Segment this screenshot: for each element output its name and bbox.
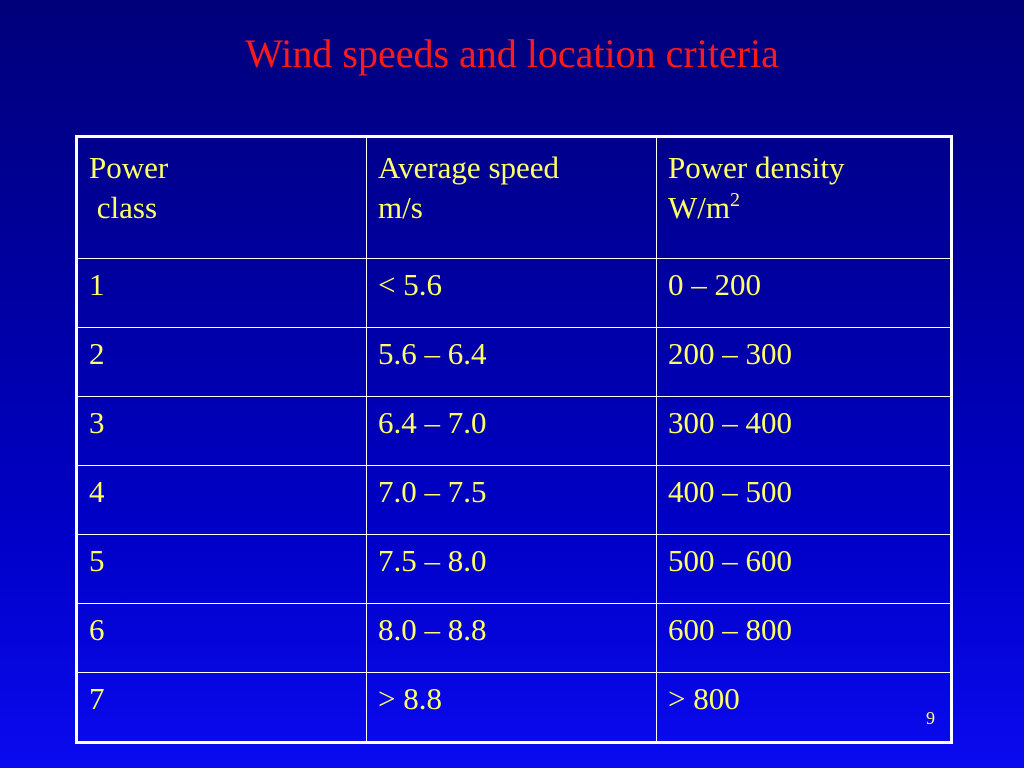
table-header-row: Power class Average speed m/s Power dens… [76,136,952,259]
table-row: 3 6.4 – 7.0 300 – 400 [76,396,952,466]
header-line: Average speed [378,150,560,185]
table-cell: 600 – 800 [656,603,952,673]
table-cell: 7 [76,672,367,743]
table-cell: 6.4 – 7.0 [366,396,657,466]
page-number: 9 [926,708,935,728]
table-cell: 300 – 400 [656,396,952,466]
table-cell: 7.0 – 7.5 [366,465,657,535]
header-average-speed: Average speed m/s [366,136,657,259]
table-cell: > 800 [656,672,952,743]
header-line: Power [89,150,169,185]
header-power-density: Power density W/m2 [656,136,952,259]
wind-class-table: Power class Average speed m/s Power dens… [75,135,953,744]
table-cell: 6 [76,603,367,673]
table-cell: 200 – 300 [656,327,952,397]
header-line: m/s [378,190,423,225]
table-cell: 8.0 – 8.8 [366,603,657,673]
table-row: 4 7.0 – 7.5 400 – 500 [76,465,952,535]
table-cell: 2 [76,327,367,397]
table-row: 2 5.6 – 6.4 200 – 300 [76,327,952,397]
header-line: Power density [668,150,845,185]
header-line: W/m2 [668,188,939,228]
table-row: 5 7.5 – 8.0 500 – 600 [76,534,952,604]
table-cell: 1 [76,258,367,328]
slide-title: Wind speeds and location criteria [245,31,779,76]
table-row: 7 > 8.8 > 800 [76,672,952,743]
table-cell: 0 – 200 [656,258,952,328]
unit-text: W/m [668,190,730,225]
table-cell: 5 [76,534,367,604]
table-cell: < 5.6 [366,258,657,328]
table-cell: 4 [76,465,367,535]
table-cell: 500 – 600 [656,534,952,604]
table-cell: 7.5 – 8.0 [366,534,657,604]
table-cell: > 8.8 [366,672,657,743]
table-row: 6 8.0 – 8.8 600 – 800 [76,603,952,673]
table-cell: 5.6 – 6.4 [366,327,657,397]
header-line: class [89,190,158,225]
table-cell: 3 [76,396,367,466]
unit-superscript: 2 [730,189,740,211]
header-power-class: Power class [76,136,367,259]
table-cell: 400 – 500 [656,465,952,535]
table-row: 1 < 5.6 0 – 200 [76,258,952,328]
